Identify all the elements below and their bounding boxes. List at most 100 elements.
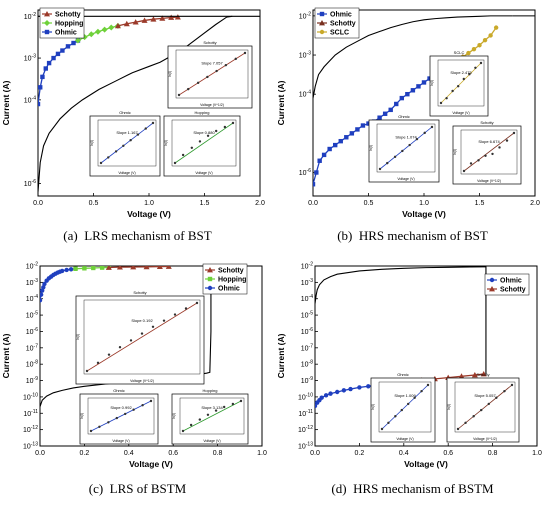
panel-b-1-inset-point (378, 167, 382, 171)
panel-d-1-inset-axes (454, 381, 516, 433)
series-a-ohmic-point (51, 55, 56, 61)
panel-d-0-inset-ylabel: ln(I) (371, 404, 375, 410)
panel-d-1-inset-point (510, 383, 514, 387)
panel-c-2-inset-point (189, 423, 193, 427)
series-c-schotty-point (116, 266, 123, 270)
y-tick-label-d1: 10-3 (301, 278, 313, 287)
panel-d-1-inset-point (487, 402, 490, 406)
series-a-schotty-point (132, 19, 139, 25)
panel-a-0-inset: Schotty Voltage (V^1/2) ln(I) Slope 7.057 (167, 40, 253, 109)
panel-c-1-inset-xlabel: Voltage (V) (112, 439, 129, 443)
legend-marker-c (207, 267, 213, 273)
series-a-ohmic-point (38, 101, 41, 107)
panel-d-0-inset-point (420, 389, 423, 393)
panel-c-2-inset-point (198, 418, 202, 421)
panel-c-0-inset-title: Schotty (133, 290, 146, 295)
series-b-ohmic-point (388, 107, 393, 113)
chart-c: 0.0 0.2 0.4 0.6 0.8 1.0 10-2 10-3 10-4 10-5 10-6 10… (1, 262, 267, 470)
series-c-hopping-point (73, 266, 78, 271)
series-b-ohmic-point (314, 170, 319, 175)
series-a-hopping-point (74, 37, 81, 44)
series-d-ohmic-point (357, 385, 362, 390)
panel-c-0-inset-fit-line (86, 302, 198, 372)
series-b-ohmic-point (333, 142, 338, 148)
series-d-schotty-point (471, 371, 478, 378)
series-b-sweep-3-line (313, 15, 513, 99)
panel-c-0-inset-point (129, 339, 133, 342)
panel-a-0-inset-axes (175, 49, 249, 99)
panel-a-1-inset-point (122, 144, 125, 147)
series-b-sclc-point (477, 43, 482, 48)
panel-c-1-inset-axes (87, 397, 155, 435)
panel-d-1-inset-xlabel: Voltage (V^1/2) (473, 437, 497, 441)
legend-label-a: Ohmic (55, 30, 77, 37)
panel-a-1-inset-axes (97, 119, 157, 167)
x-tick-label-c: 1.0 (257, 450, 267, 457)
series-d-schotty-point (458, 373, 465, 379)
panel-b-2-inset-point (462, 169, 466, 173)
panel-d-1-inset-slope: Slope 5.057 (474, 393, 496, 398)
y-tick-label-d7: 10-9 (301, 376, 313, 385)
panel-c-2-inset-point (231, 402, 235, 406)
panel-a-1-inset: Ohmic Voltage (V) ln(I) Slope 1.167 (89, 110, 161, 177)
panel-a-2-inset: Hopping Voltage (V) ln(I) Slope 0.880 (163, 110, 241, 177)
series-c-hopping-point (82, 266, 87, 271)
y-tick-label-d3: 10-5 (301, 311, 313, 320)
series-a-ohmic-point (65, 44, 71, 49)
y-axis-label-d: Current (A) (276, 333, 286, 378)
panel-b-2-inset-axes (460, 129, 518, 175)
panel-a-0-inset-point (243, 51, 247, 55)
panel-b-0-inset: SCLC Voltage (V) ln(I) Slope 2.475 (429, 50, 489, 117)
series-a-ohmic-point (46, 60, 52, 66)
x-tick-label-b: 1.0 (419, 200, 429, 207)
panel-d-1-inset-point (480, 408, 483, 412)
panel-c-0-inset-point (140, 332, 144, 335)
panel-a-1-inset-frame (89, 115, 161, 177)
panel-d-0-inset-title: Ohmic (397, 372, 409, 377)
x-axis-label-d: Voltage (V) (404, 459, 448, 469)
panel-d-1-inset-title: Schotty (476, 372, 489, 377)
panel-c-1-inset-point (98, 425, 101, 428)
panel-d-1-inset-fit-line (457, 384, 513, 430)
panel-b-1-inset-axes (376, 123, 436, 173)
panel-a-2-inset-point (198, 140, 202, 143)
series-d-ohmic-point (348, 386, 353, 392)
panel-d-0-inset-point (407, 402, 410, 406)
series-c-schotty-point (143, 266, 150, 270)
y-tick-label-d10: 10-12 (298, 425, 313, 434)
caption-c: (c) LRS of BSTM (88, 481, 187, 496)
y-tick-label-a2: 10-3 (24, 54, 36, 63)
panel-c-1-inset-point (149, 399, 153, 403)
legend-marker-c (207, 285, 213, 291)
y-tick-label-d9: 10-11 (298, 409, 313, 418)
series-b-ohmic-point (317, 158, 322, 163)
series-d-ohmic-point (335, 389, 340, 395)
series-d-ohmic-point (323, 393, 329, 398)
caption-a: (a) LRS mechanism of BST (63, 228, 212, 243)
series-a-hopping-point (101, 26, 108, 33)
x-tick-label-d: 0.8 (488, 450, 498, 457)
panel-c-2-inset-point (181, 429, 185, 433)
x-tick-label-c: 0.8 (213, 450, 223, 457)
series-c-ohmic-point (64, 267, 69, 273)
series-a-hopping-point (94, 28, 101, 35)
y-tick-label-b0: 10-6 (299, 168, 311, 177)
panel-b-1-inset: Ohmic Voltage (V) ln(I) Slope 1.074 (368, 114, 440, 183)
series-b-ohmic-point (338, 138, 343, 144)
legend-label-b: Schotty (330, 21, 356, 28)
panel-c-0-inset-point (151, 325, 155, 328)
panel-c-1-inset-point (132, 408, 135, 411)
panel-a: 0.0 0.5 1.0 1.5 2.0 10-6 10-4 10-3 10-2 Voltage (… (0, 0, 275, 252)
panel-c-1-inset-point (124, 412, 127, 416)
panel-c-1-inset-slope: Slope 0.992 (110, 405, 132, 410)
panel-c-2-inset-frame (171, 393, 249, 445)
panel-c-0-inset-axes (83, 299, 201, 375)
y-tick-label-c10: 10-12 (23, 425, 38, 434)
y-axis-label-c: Current (A) (1, 333, 11, 378)
y-tick-label-c2: 10-4 (26, 294, 38, 303)
series-d-ohmic-point (319, 395, 324, 400)
panel-d-0-inset-point (426, 383, 430, 387)
panel-b-2-inset-point (484, 154, 487, 157)
x-axis-label-c: Voltage (V) (129, 459, 173, 469)
legend-label-d: Schotty (500, 287, 526, 294)
